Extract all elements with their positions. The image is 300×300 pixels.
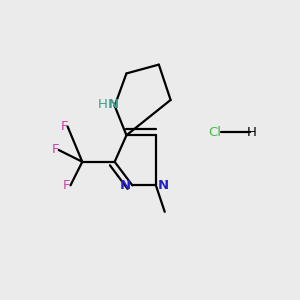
Text: N: N: [108, 98, 119, 111]
Text: Cl: Cl: [208, 126, 221, 139]
Text: H: H: [247, 126, 256, 139]
Text: N: N: [158, 179, 169, 192]
Text: F: F: [63, 179, 71, 192]
Text: N: N: [119, 179, 130, 192]
Text: H: H: [98, 98, 108, 111]
Text: F: F: [61, 120, 68, 133]
Text: F: F: [52, 143, 59, 157]
